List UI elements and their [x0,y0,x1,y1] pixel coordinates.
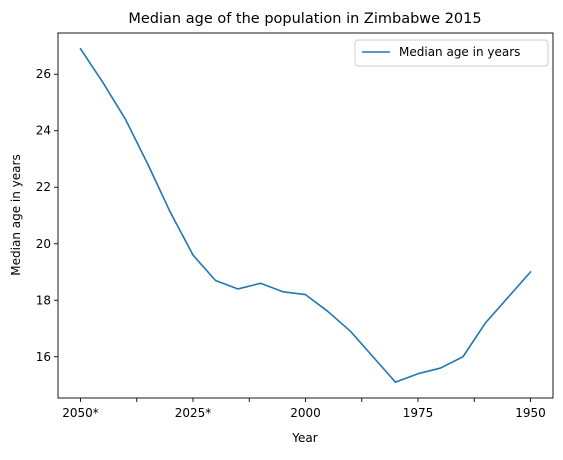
y-axis: 16 18 20 22 24 26 [36,67,58,364]
data-point [237,288,239,290]
data-point [170,212,172,214]
y-tick-label: 22 [36,180,51,194]
data-point [125,119,127,121]
data-point [305,294,307,296]
y-tick-label: 16 [36,350,51,364]
data-point [530,271,532,273]
chart-title: Median age of the population in Zimbabwe… [128,11,481,27]
x-tick-label: 1950 [515,406,546,420]
x-tick-label: 2000 [290,406,321,420]
data-point [147,164,149,166]
data-point [417,373,419,375]
y-tick-label: 24 [36,124,51,138]
data-point [192,254,194,256]
data-point [80,48,82,50]
data-point [327,311,329,313]
data-point [215,280,217,282]
x-tick-label: 2050* [62,406,99,420]
data-point [260,283,262,285]
data-point [462,356,464,358]
data-point [507,297,509,299]
x-tick-label: 1975 [403,406,434,420]
y-tick-label: 26 [36,67,51,81]
series-layer [79,47,532,383]
legend-label: Median age in years [399,45,520,59]
data-point [372,356,374,358]
y-tick-label: 20 [36,237,51,251]
data-point [282,291,284,293]
x-tick-label: 2025* [175,406,212,420]
y-axis-label: Median age in years [9,154,23,275]
series-line-0 [79,47,532,383]
legend-box [354,39,549,67]
data-point [485,322,487,324]
legend: Median age in years [354,39,549,67]
data-point [350,331,352,333]
data-point [102,82,104,84]
x-axis: 2050* 2025* 2000 1975 1950 [62,398,546,420]
y-tick-label: 18 [36,293,51,307]
data-point [440,367,442,369]
x-axis-label: Year [291,431,317,445]
data-point [395,381,397,383]
